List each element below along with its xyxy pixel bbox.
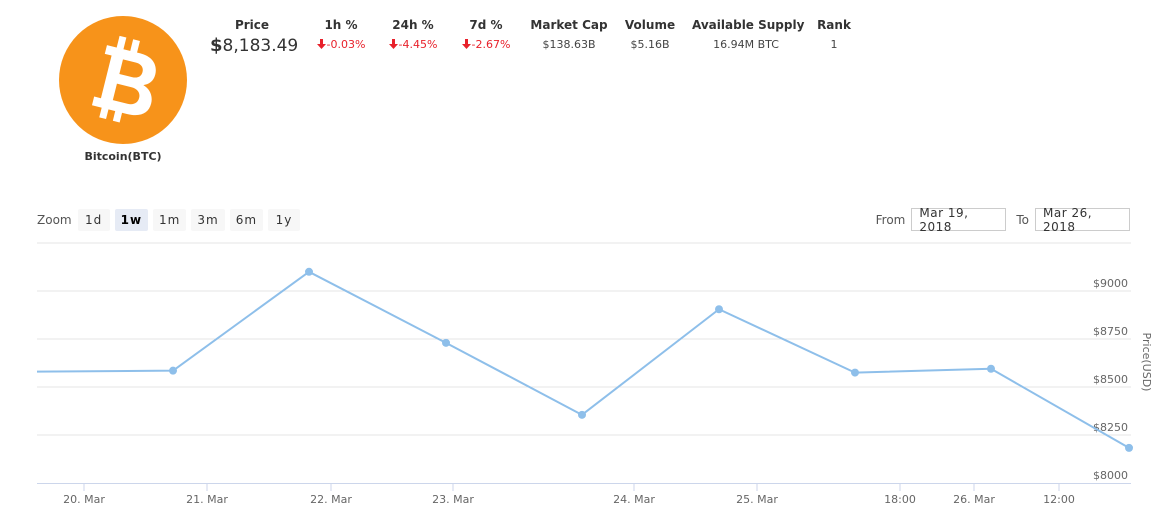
stat-available-supply-label: Available Supply — [692, 18, 805, 32]
data-point-marker[interactable] — [1125, 443, 1133, 452]
stat-market-cap-label: Market Cap — [530, 18, 608, 32]
zoom-1d-button[interactable]: 1d — [77, 208, 110, 231]
from-date-input[interactable]: Mar 19, 2018 — [911, 206, 1007, 234]
stat-volume-value: $5.16B — [630, 38, 670, 51]
y-tick-label: $8000 — [1093, 469, 1128, 482]
stat-price-value: $8,183.49 — [210, 35, 299, 56]
data-point-marker[interactable] — [442, 338, 450, 347]
stat-available-supply-value: 16.94M BTC — [713, 38, 779, 51]
x-tick-label: 25. Mar — [736, 493, 778, 506]
zoom-label: Zoom — [37, 212, 72, 227]
data-point-marker[interactable] — [851, 368, 859, 377]
x-tick-label: 26. Mar — [953, 493, 995, 506]
price-line — [36, 270, 1130, 449]
y-tick-label: $8500 — [1093, 373, 1128, 386]
date-range: From Mar 19, 2018 To Mar 26, 2018 — [866, 206, 1130, 234]
data-point-marker[interactable] — [305, 267, 313, 276]
stat-change-1h: 1h % -0.03% — [312, 17, 370, 52]
stat-change-7d-value: -2.67% — [456, 38, 516, 52]
y-tick-label: $8750 — [1093, 325, 1128, 338]
x-tick-label: 18:00 — [884, 493, 916, 506]
stat-price: Price $8,183.49 — [210, 17, 299, 57]
x-tick-label: 20. Mar — [63, 493, 105, 506]
from-label: From — [875, 212, 906, 227]
stat-change-24h-label: 24h % — [392, 18, 434, 32]
zoom-1w-button[interactable]: 1w — [114, 208, 149, 231]
zoom-selector: Zoom 1d 1w 1m 3m 6m 1y — [37, 208, 305, 231]
stat-change-24h-value: -4.45% — [383, 38, 443, 52]
stat-rank: Rank 1 — [812, 17, 856, 52]
stat-change-7d-label: 7d % — [469, 18, 503, 32]
y-axis-title: Price(USD) — [1140, 333, 1153, 392]
stat-volume: Volume $5.16B — [622, 17, 678, 52]
price-chart-svg[interactable]: $8000 $8250 $8500 $8750 $9000 Price(USD) 20. M… — [0, 236, 1156, 511]
stat-available-supply: Available Supply 16.94M BTC — [692, 17, 805, 52]
arrow-down-icon — [388, 39, 398, 49]
y-tick-label: $9000 — [1093, 277, 1128, 290]
stat-volume-label: Volume — [624, 18, 676, 32]
zoom-3m-button[interactable]: 3m — [191, 208, 225, 231]
zoom-1m-button[interactable]: 1m — [153, 208, 187, 231]
arrow-down-icon — [461, 39, 471, 49]
bitcoin-logo-icon — [59, 16, 187, 144]
stat-market-cap: Market Cap $138.63B — [530, 17, 608, 52]
data-point-marker[interactable] — [715, 305, 723, 314]
stat-market-cap-value: $138.63B — [542, 38, 596, 51]
y-tick-label: $8250 — [1093, 421, 1128, 434]
x-tick-label: 12:00 — [1043, 493, 1075, 506]
stat-price-label: Price — [234, 18, 270, 32]
x-tick-label: 22. Mar — [310, 493, 352, 506]
x-tick-label: 21. Mar — [186, 493, 228, 506]
coin-name: Bitcoin(BTC) — [84, 150, 162, 163]
stat-change-1h-value: -0.03% — [312, 38, 370, 52]
x-tick-label: 23. Mar — [432, 493, 474, 506]
to-date-input[interactable]: Mar 26, 2018 — [1035, 206, 1130, 234]
stat-rank-value: 1 — [830, 38, 838, 51]
x-tick-label: 24. Mar — [613, 493, 655, 506]
data-point-marker[interactable] — [578, 410, 586, 419]
arrow-down-icon — [316, 39, 326, 49]
currency-symbol: $ — [210, 35, 223, 56]
to-label: To — [1016, 212, 1029, 227]
zoom-6m-button[interactable]: 6m — [229, 208, 264, 231]
zoom-1y-button[interactable]: 1y — [268, 208, 301, 231]
price-chart[interactable]: $8000 $8250 $8500 $8750 $9000 Price(USD) 20. M… — [0, 236, 1156, 511]
stat-change-7d: 7d % -2.67% — [456, 17, 516, 52]
data-point-marker[interactable] — [169, 366, 177, 375]
data-point-marker[interactable] — [987, 364, 995, 373]
stat-change-1h-label: 1h % — [324, 18, 358, 32]
stat-rank-label: Rank — [817, 18, 851, 32]
stat-change-24h: 24h % -4.45% — [383, 17, 443, 52]
